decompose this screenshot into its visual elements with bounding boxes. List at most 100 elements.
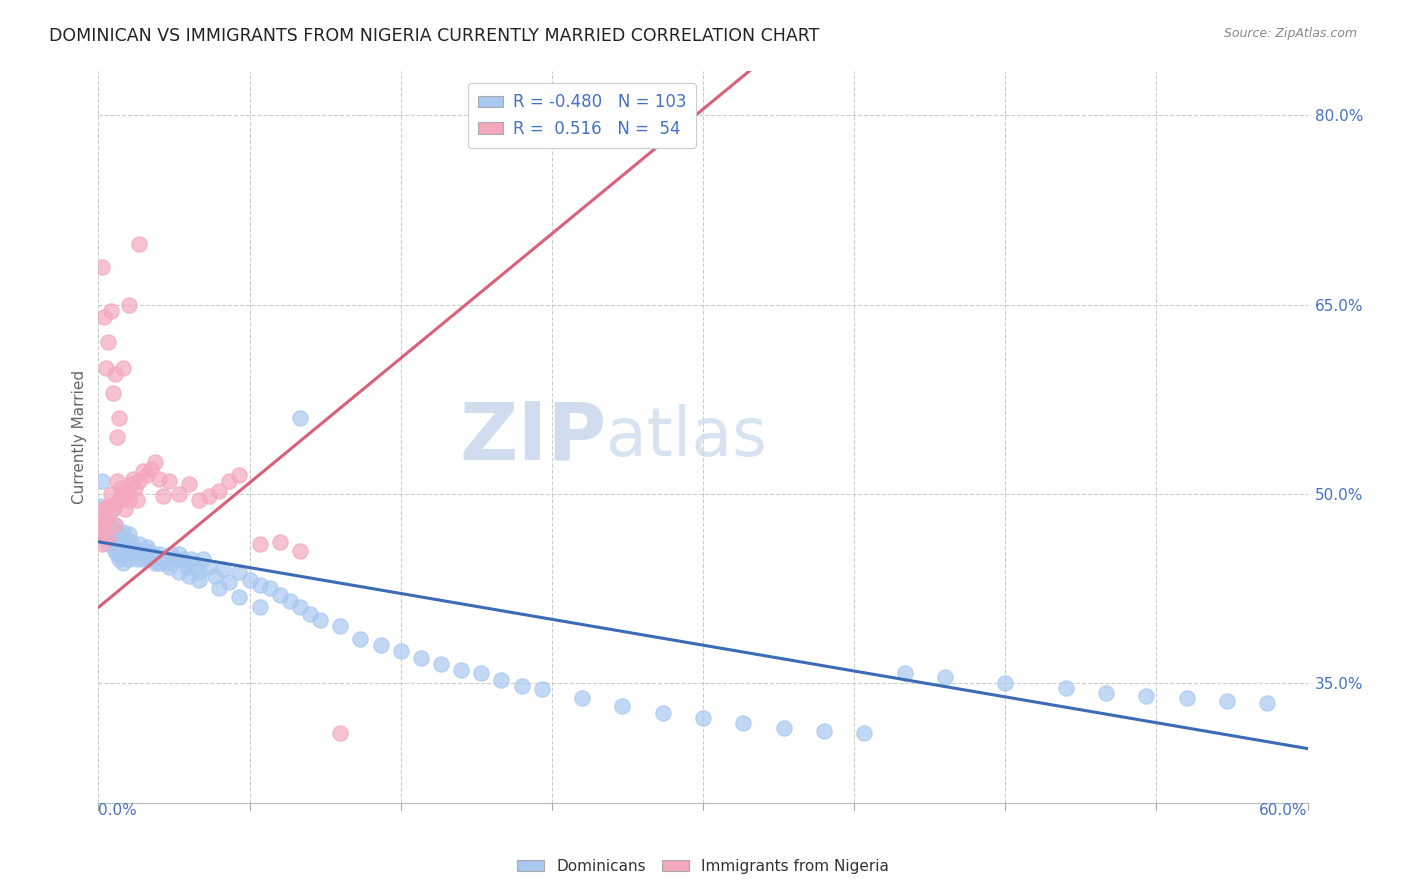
Point — [349, 632, 371, 646]
Point — [101, 386, 124, 401]
Point — [163, 552, 186, 566]
Point — [198, 560, 221, 574]
Text: atlas: atlas — [606, 404, 768, 470]
Point — [93, 310, 115, 325]
Point — [733, 716, 755, 731]
Point — [89, 527, 111, 541]
Point — [167, 565, 190, 579]
Point — [143, 556, 166, 570]
Point — [389, 644, 412, 658]
Point — [309, 613, 332, 627]
Point — [409, 650, 432, 665]
Point — [115, 543, 138, 558]
Point — [128, 537, 150, 551]
Point — [198, 489, 221, 503]
Point — [96, 512, 118, 526]
Point — [249, 537, 271, 551]
Point — [100, 304, 122, 318]
Point — [172, 552, 194, 566]
Point — [134, 547, 156, 561]
Point — [107, 411, 129, 425]
Point — [142, 547, 165, 561]
Point — [1256, 696, 1278, 710]
Point — [110, 481, 132, 495]
Point — [228, 591, 250, 605]
Point — [152, 489, 174, 503]
Point — [188, 573, 211, 587]
Point — [132, 464, 155, 478]
Point — [120, 534, 142, 549]
Point — [105, 474, 128, 488]
Point — [97, 500, 120, 514]
Point — [853, 726, 876, 740]
Point — [651, 706, 673, 721]
Point — [111, 524, 134, 539]
Point — [128, 474, 150, 488]
Point — [228, 565, 250, 579]
Point — [110, 540, 132, 554]
Point — [125, 552, 148, 566]
Point — [93, 524, 115, 539]
Point — [470, 665, 492, 680]
Text: 60.0%: 60.0% — [1260, 803, 1308, 818]
Point — [288, 411, 311, 425]
Point — [994, 676, 1017, 690]
Point — [893, 665, 915, 680]
Point — [111, 360, 134, 375]
Point — [299, 607, 322, 621]
Point — [97, 515, 120, 529]
Legend: R = -0.480   N = 103, R =  0.516   N =  54: R = -0.480 N = 103, R = 0.516 N = 54 — [468, 83, 696, 148]
Point — [612, 698, 634, 713]
Point — [110, 534, 132, 549]
Point — [167, 487, 190, 501]
Point — [176, 560, 198, 574]
Point — [101, 502, 124, 516]
Point — [249, 600, 271, 615]
Point — [97, 537, 120, 551]
Point — [329, 619, 352, 633]
Point — [103, 543, 125, 558]
Point — [188, 565, 211, 579]
Point — [1175, 691, 1198, 706]
Point — [96, 360, 118, 375]
Point — [103, 518, 125, 533]
Point — [143, 455, 166, 469]
Point — [91, 260, 114, 274]
Point — [138, 543, 160, 558]
Point — [1095, 686, 1118, 700]
Point — [91, 474, 114, 488]
Point — [139, 461, 162, 475]
Point — [120, 476, 142, 491]
Point — [288, 600, 311, 615]
Point — [101, 534, 124, 549]
Point — [115, 484, 138, 499]
Point — [89, 500, 111, 514]
Point — [934, 670, 956, 684]
Point — [288, 543, 311, 558]
Point — [124, 547, 146, 561]
Point — [1135, 689, 1157, 703]
Point — [179, 569, 201, 583]
Point — [132, 552, 155, 566]
Point — [135, 540, 157, 554]
Point — [218, 474, 240, 488]
Text: DOMINICAN VS IMMIGRANTS FROM NIGERIA CURRENTLY MARRIED CORRELATION CHART: DOMINICAN VS IMMIGRANTS FROM NIGERIA CUR… — [49, 27, 820, 45]
Point — [259, 582, 281, 596]
Text: ZIP: ZIP — [458, 398, 606, 476]
Point — [188, 493, 211, 508]
Point — [128, 237, 150, 252]
Point — [125, 493, 148, 508]
Point — [228, 467, 250, 482]
Y-axis label: Currently Married: Currently Married — [72, 370, 87, 504]
Point — [1216, 693, 1239, 707]
Point — [103, 518, 125, 533]
Point — [269, 588, 291, 602]
Point — [100, 487, 122, 501]
Point — [91, 537, 114, 551]
Point — [179, 476, 201, 491]
Point — [105, 524, 128, 539]
Point — [121, 472, 143, 486]
Point — [138, 552, 160, 566]
Point — [118, 298, 141, 312]
Point — [156, 556, 179, 570]
